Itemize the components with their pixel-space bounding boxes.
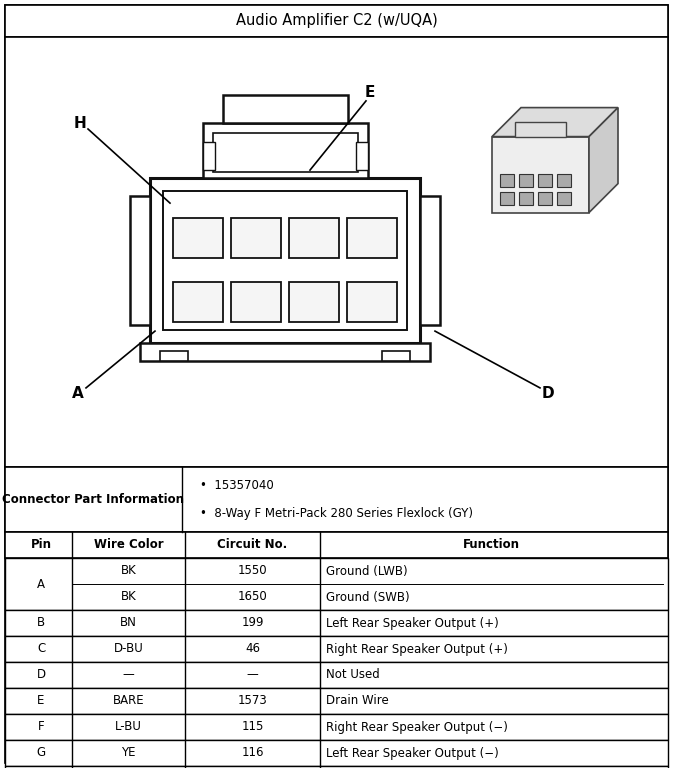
Bar — [5, 37, 668, 467]
Text: A: A — [37, 578, 45, 591]
Text: •  8-Way F Metri-Pack 280 Series Flexlock (GY): • 8-Way F Metri-Pack 280 Series Flexlock… — [200, 508, 473, 520]
Text: BK: BK — [120, 564, 137, 578]
Text: A: A — [72, 386, 84, 402]
Bar — [519, 174, 533, 187]
Text: 1650: 1650 — [238, 591, 267, 604]
Bar — [203, 142, 215, 170]
Bar — [347, 282, 397, 322]
Text: BN: BN — [120, 617, 137, 630]
Bar — [515, 121, 566, 137]
Bar — [538, 174, 552, 187]
Text: D-BU: D-BU — [114, 643, 143, 656]
Text: L-BU: L-BU — [115, 720, 142, 733]
Text: Circuit No.: Circuit No. — [217, 538, 287, 551]
Text: 199: 199 — [241, 617, 264, 630]
Polygon shape — [589, 108, 618, 213]
Bar — [355, 142, 367, 170]
Text: C: C — [37, 643, 45, 656]
Text: F: F — [38, 720, 44, 733]
Bar — [538, 191, 552, 204]
Text: E: E — [37, 694, 44, 707]
Bar — [173, 282, 223, 322]
Bar — [203, 123, 367, 178]
Text: •  15357040: • 15357040 — [200, 478, 274, 492]
Text: B: B — [37, 617, 45, 630]
Bar — [519, 191, 533, 204]
Bar — [557, 174, 571, 187]
Text: BK: BK — [120, 591, 137, 604]
Bar — [150, 178, 420, 343]
Bar — [500, 174, 514, 187]
Text: Connector Part Information: Connector Part Information — [3, 493, 184, 506]
Bar — [5, 532, 668, 558]
Text: Ground (LWB): Ground (LWB) — [326, 564, 408, 578]
Bar — [5, 688, 668, 714]
Bar — [5, 467, 668, 532]
Text: D: D — [36, 668, 46, 681]
Text: H: H — [73, 115, 86, 131]
Text: YE: YE — [121, 746, 136, 760]
Bar — [420, 196, 440, 325]
Text: 46: 46 — [245, 643, 260, 656]
Text: Not Used: Not Used — [326, 668, 380, 681]
Text: 1550: 1550 — [238, 564, 267, 578]
Text: Right Rear Speaker Output (−): Right Rear Speaker Output (−) — [326, 720, 508, 733]
Bar — [5, 636, 668, 662]
Bar — [140, 343, 430, 361]
Bar — [347, 218, 397, 258]
Text: —: — — [246, 668, 258, 681]
Bar — [382, 351, 410, 361]
Bar — [500, 191, 514, 204]
Text: Pin: Pin — [30, 538, 52, 551]
Bar — [5, 610, 668, 636]
Text: Function: Function — [463, 538, 520, 551]
Bar — [173, 218, 223, 258]
Bar — [5, 766, 668, 768]
Bar — [231, 218, 281, 258]
Bar — [557, 191, 571, 204]
Text: Right Rear Speaker Output (+): Right Rear Speaker Output (+) — [326, 643, 508, 656]
Text: Drain Wire: Drain Wire — [326, 694, 389, 707]
Text: Ground (SWB): Ground (SWB) — [326, 591, 410, 604]
Text: G: G — [36, 746, 46, 760]
Text: D: D — [542, 386, 555, 402]
Bar — [289, 218, 339, 258]
Text: Left Rear Speaker Output (+): Left Rear Speaker Output (+) — [326, 617, 499, 630]
Bar — [492, 137, 589, 213]
Bar — [5, 558, 668, 610]
Bar — [5, 662, 668, 688]
Text: 115: 115 — [242, 720, 264, 733]
Text: Audio Amplifier C2 (w/UQA): Audio Amplifier C2 (w/UQA) — [236, 14, 437, 28]
Text: 1573: 1573 — [238, 694, 267, 707]
Bar — [130, 196, 150, 325]
Bar — [163, 191, 407, 330]
Bar — [223, 95, 347, 123]
Text: Left Rear Speaker Output (−): Left Rear Speaker Output (−) — [326, 746, 499, 760]
Bar — [5, 740, 668, 766]
Bar — [5, 714, 668, 740]
Bar — [213, 133, 357, 172]
Text: —: — — [122, 668, 135, 681]
Text: 116: 116 — [241, 746, 264, 760]
Bar — [231, 282, 281, 322]
Text: Wire Color: Wire Color — [94, 538, 164, 551]
Polygon shape — [492, 108, 618, 137]
Bar — [160, 351, 188, 361]
Text: E: E — [365, 85, 375, 101]
Bar — [5, 5, 668, 37]
Bar — [289, 282, 339, 322]
Text: BARE: BARE — [112, 694, 144, 707]
